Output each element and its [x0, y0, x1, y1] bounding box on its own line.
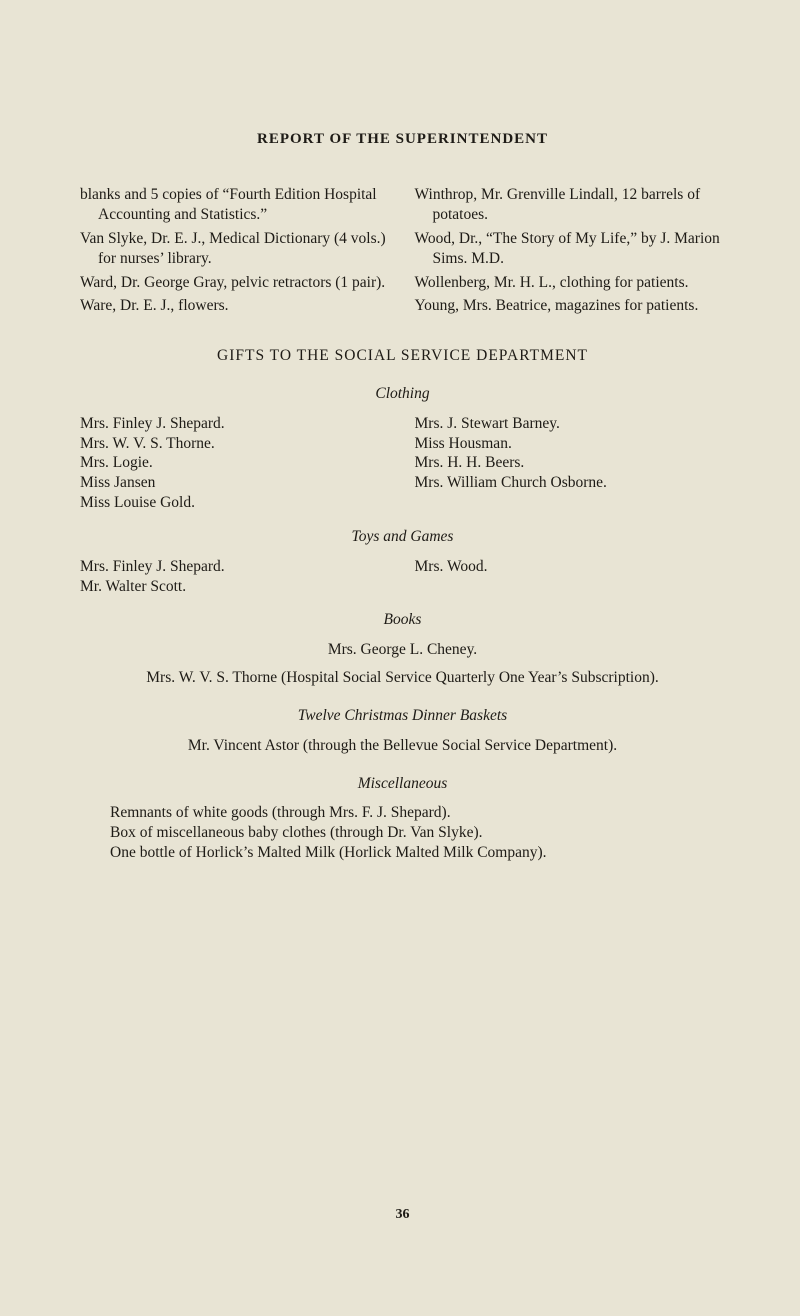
- list-item: Miss Jansen: [80, 473, 391, 493]
- misc-line: Remnants of white goods (through Mrs. F.…: [110, 803, 725, 823]
- page-header: REPORT OF THE SUPERINTENDENT: [80, 130, 725, 149]
- donation-entry: Young, Mrs. Beatrice, magazines for pati…: [415, 296, 726, 316]
- baskets-line: Mr. Vincent Astor (through the Bellevue …: [80, 736, 725, 756]
- list-item: Mr. Walter Scott.: [80, 577, 391, 597]
- list-item: Miss Housman.: [415, 434, 726, 454]
- list-item: Mrs. J. Stewart Barney.: [415, 414, 726, 434]
- baskets-subhead: Twelve Christmas Dinner Baskets: [80, 706, 725, 726]
- donation-entry: Wollenberg, Mr. H. L., clothing for pati…: [415, 273, 726, 293]
- list-item: Mrs. Finley J. Shepard.: [80, 414, 391, 434]
- misc-subhead: Miscellaneous: [80, 774, 725, 794]
- misc-line: Box of miscellaneous baby clothes (throu…: [110, 823, 725, 843]
- donation-entry: blanks and 5 copies of “Fourth Edition H…: [80, 185, 391, 225]
- list-item: Mrs. Wood.: [415, 557, 726, 577]
- misc-block: Remnants of white goods (through Mrs. F.…: [80, 803, 725, 862]
- donation-entry: Wood, Dr., “The Story of My Life,” by J.…: [415, 229, 726, 269]
- toys-subhead: Toys and Games: [80, 527, 725, 547]
- donations-right-col: Winthrop, Mr. Grenville Lindall, 12 barr…: [415, 185, 726, 320]
- list-item: Mrs. H. H. Beers.: [415, 453, 726, 473]
- donations-columns: blanks and 5 copies of “Fourth Edition H…: [80, 185, 725, 320]
- donation-entry: Van Slyke, Dr. E. J., Medical Dictionary…: [80, 229, 391, 269]
- list-item: Mrs. Logie.: [80, 453, 391, 473]
- clothing-left-col: Mrs. Finley J. Shepard. Mrs. W. V. S. Th…: [80, 414, 391, 513]
- donation-entry: Winthrop, Mr. Grenville Lindall, 12 barr…: [415, 185, 726, 225]
- clothing-right-col: Mrs. J. Stewart Barney. Miss Housman. Mr…: [415, 414, 726, 513]
- gifts-section-title: GIFTS TO THE SOCIAL SERVICE DEPARTMENT: [80, 346, 725, 366]
- misc-line: One bottle of Horlick’s Malted Milk (Hor…: [110, 843, 725, 863]
- list-item: Mrs. Finley J. Shepard.: [80, 557, 391, 577]
- books-line: Mrs. W. V. S. Thorne (Hospital Social Se…: [80, 668, 725, 688]
- books-line: Mrs. George L. Cheney.: [80, 640, 725, 660]
- page-number: 36: [80, 1206, 725, 1224]
- list-item: Mrs. William Church Osborne.: [415, 473, 726, 493]
- books-subhead: Books: [80, 610, 725, 630]
- toys-left-col: Mrs. Finley J. Shepard. Mr. Walter Scott…: [80, 557, 391, 597]
- clothing-subhead: Clothing: [80, 384, 725, 404]
- toys-columns: Mrs. Finley J. Shepard. Mr. Walter Scott…: [80, 557, 725, 597]
- donations-left-col: blanks and 5 copies of “Fourth Edition H…: [80, 185, 391, 320]
- list-item: Miss Louise Gold.: [80, 493, 391, 513]
- donation-entry: Ware, Dr. E. J., flowers.: [80, 296, 391, 316]
- toys-right-col: Mrs. Wood.: [415, 557, 726, 597]
- clothing-columns: Mrs. Finley J. Shepard. Mrs. W. V. S. Th…: [80, 414, 725, 513]
- list-item: Mrs. W. V. S. Thorne.: [80, 434, 391, 454]
- donation-entry: Ward, Dr. George Gray, pelvic retractors…: [80, 273, 391, 293]
